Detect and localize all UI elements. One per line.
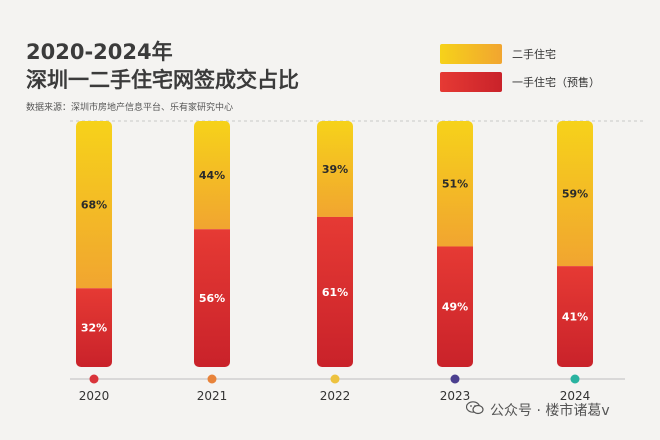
x-tick-label-2022: 2022: [320, 389, 351, 403]
data-source-note: 数据来源：深圳市房地产信息平台、乐有家研究中心: [26, 103, 234, 113]
legend-item-new: 一手住宅（预售）: [440, 72, 600, 92]
bar-second-hand-2023: [437, 121, 473, 247]
bar-second-hand-2024: [557, 121, 593, 267]
footer-watermark: 公众号 · 楼市诸葛v: [465, 400, 610, 420]
bar-second-hand-2021: [194, 121, 230, 230]
label-second-hand-2021: 44%: [199, 169, 225, 182]
axis-dot-2020: [89, 374, 99, 384]
label-second-hand-2023: 51%: [442, 178, 468, 191]
bar-new-2024: [557, 266, 593, 367]
chart-legend: 二手住宅 一手住宅（预售）: [440, 44, 600, 100]
x-tick-label-2024: 2024: [560, 389, 591, 403]
legend-swatch-new: [440, 72, 502, 92]
axis-dot-2023: [450, 374, 460, 384]
x-tick-label-2020: 2020: [79, 389, 110, 403]
axis-dot-2021: [207, 374, 217, 384]
label-second-hand-2022: 39%: [322, 163, 348, 176]
chart-title-line2: 深圳一二手住宅网签成交占比: [26, 68, 299, 92]
bar-new-2020: [76, 288, 112, 367]
bar-second-hand-2022: [317, 121, 353, 217]
label-second-hand-2024: 59%: [562, 188, 588, 201]
bar-new-2023: [437, 246, 473, 367]
x-tick-label-2021: 2021: [197, 389, 228, 403]
chart-title-block: 2020-2024年 深圳一二手住宅网签成交占比 数据来源：深圳市房地产信息平台…: [26, 38, 299, 113]
chart-title-line1: 2020-2024年: [26, 40, 173, 64]
axis-dot-2022: [330, 374, 340, 384]
legend-label-second-hand: 二手住宅: [512, 48, 556, 61]
bar-second-hand-2020: [76, 121, 112, 289]
label-new-2023: 49%: [442, 301, 468, 314]
bar-new-2022: [317, 216, 353, 367]
bar-new-2021: [194, 229, 230, 367]
axis-dot-2024: [570, 374, 580, 384]
legend-swatch-second-hand: [440, 44, 502, 64]
footer-watermark-text: 公众号 · 楼市诸葛v: [490, 403, 610, 419]
label-new-2022: 61%: [322, 286, 348, 299]
x-tick-label-2023: 2023: [440, 389, 471, 403]
label-second-hand-2020: 68%: [81, 199, 107, 212]
label-new-2024: 41%: [562, 311, 588, 324]
bars-group: 68% 32% 2020 44% 56% 2021 39% 61% 2022 51% 49% 2023…: [76, 121, 593, 403]
legend-label-new: 一手住宅（预售）: [512, 76, 600, 89]
label-new-2020: 32%: [81, 322, 107, 335]
legend-item-second-hand: 二手住宅: [440, 44, 600, 64]
label-new-2021: 56%: [199, 292, 225, 305]
wechat-icon: [465, 401, 484, 419]
